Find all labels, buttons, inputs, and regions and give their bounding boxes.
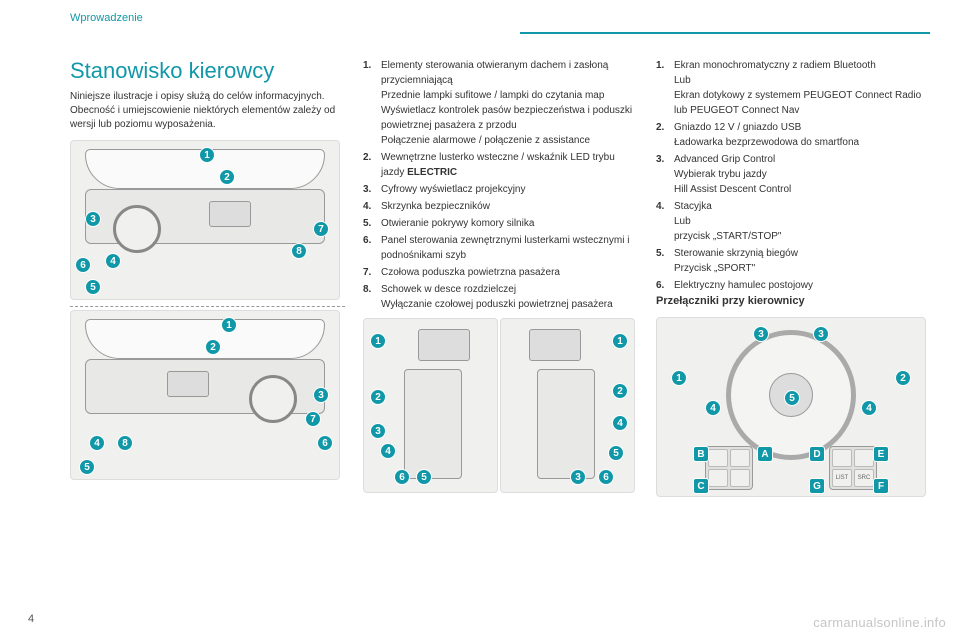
callout-r6: 6 xyxy=(598,469,614,485)
callout-8: 8 xyxy=(291,243,307,259)
callout-6b: 6 xyxy=(317,435,333,451)
right-list: 1.Ekran monochromatyczny z radiem Blueto… xyxy=(656,58,931,293)
diagram-center-console-lhd: 1 2 3 4 5 6 xyxy=(363,318,498,493)
callout-c1: 1 xyxy=(370,333,386,349)
callout-3: 3 xyxy=(85,211,101,227)
page-title: Stanowisko kierowcy xyxy=(70,58,345,84)
callout-r1: 1 xyxy=(612,333,628,349)
callout-1b: 1 xyxy=(221,317,237,333)
steering-subheading: Przełączniki przy kierownicy xyxy=(656,295,931,307)
callout-r2: 2 xyxy=(612,383,628,399)
diagram-dashboard-rhd: 1 2 3 4 5 6 7 8 xyxy=(70,310,340,480)
page-content: Stanowisko kierowcy Niniejsze ilustracje… xyxy=(70,58,930,497)
list-item: 6.Elektryczny hamulec postojowy xyxy=(656,278,931,293)
list-item: 5.Otwieranie pokrywy komory silnika xyxy=(363,216,638,231)
callout-s3a: 3 xyxy=(753,326,769,342)
callout-s3b: 3 xyxy=(813,326,829,342)
callout-D: D xyxy=(809,446,825,462)
section-header: Wprowadzenie xyxy=(70,12,143,24)
list-item: 3.Cyfrowy wyświetlacz projekcyjny xyxy=(363,182,638,197)
callout-5b: 5 xyxy=(79,459,95,475)
column-right: 1.Ekran monochromatyczny z radiem Blueto… xyxy=(656,58,931,497)
callout-s5: 5 xyxy=(784,390,800,406)
page-number: 4 xyxy=(28,613,34,625)
list-item: 3.Advanced Grip ControlWybierak trybu ja… xyxy=(656,152,931,197)
callout-c3: 3 xyxy=(370,423,386,439)
diagram-center-console-rhd: 1 2 3 4 5 6 xyxy=(500,318,635,493)
callout-c5: 5 xyxy=(416,469,432,485)
callout-3b: 3 xyxy=(313,387,329,403)
callout-G: G xyxy=(809,478,825,494)
callout-2b: 2 xyxy=(205,339,221,355)
callout-8b: 8 xyxy=(117,435,133,451)
callout-F: F xyxy=(873,478,889,494)
list-item: 1.Ekran monochromatyczny z radiem Blueto… xyxy=(656,58,931,118)
list-item: 6.Panel sterowania zewnętrznymi lusterka… xyxy=(363,233,638,263)
header-rule xyxy=(520,32,930,34)
callout-2: 2 xyxy=(219,169,235,185)
callout-7b: 7 xyxy=(305,411,321,427)
callout-6: 6 xyxy=(75,257,91,273)
list-item: 2.Gniazdo 12 V / gniazdo USBŁadowarka be… xyxy=(656,120,931,150)
column-center: 1.Elementy sterowania otwieranym dachem … xyxy=(363,58,638,497)
callout-7: 7 xyxy=(313,221,329,237)
diagram-dashboard-lhd: 1 2 3 4 5 6 7 8 xyxy=(70,140,340,300)
list-item: 4.StacyjkaLubprzycisk „START/STOP" xyxy=(656,199,931,244)
callout-4b: 4 xyxy=(89,435,105,451)
center-list: 1.Elementy sterowania otwieranym dachem … xyxy=(363,58,638,312)
callout-c6: 6 xyxy=(394,469,410,485)
callout-E: E xyxy=(873,446,889,462)
callout-s4b: 4 xyxy=(861,400,877,416)
diagram-steering-controls: 1 2 3 3 4 4 5 LIST SRC A B C D xyxy=(656,317,926,497)
right-control-pod: LIST SRC xyxy=(829,446,877,490)
callout-s1: 1 xyxy=(671,370,687,386)
list-item: 8.Schowek w desce rozdzielczejWyłączanie… xyxy=(363,282,638,312)
list-item: 4.Skrzynka bezpieczników xyxy=(363,199,638,214)
intro-paragraph: Niniejsze ilustracje i opisy służą do ce… xyxy=(70,90,345,132)
list-item: 2.Wewnętrzne lusterko wsteczne / wskaźni… xyxy=(363,150,638,180)
callout-B: B xyxy=(693,446,709,462)
callout-A: A xyxy=(757,446,773,462)
callout-r4: 4 xyxy=(612,415,628,431)
callout-c4: 4 xyxy=(380,443,396,459)
callout-c2: 2 xyxy=(370,389,386,405)
callout-r3: 3 xyxy=(570,469,586,485)
callout-s2: 2 xyxy=(895,370,911,386)
watermark: carmanualsonline.info xyxy=(813,615,946,630)
callout-C: C xyxy=(693,478,709,494)
left-control-pod xyxy=(705,446,753,490)
callout-r5: 5 xyxy=(608,445,624,461)
callout-4: 4 xyxy=(105,253,121,269)
list-item: 5.Sterowanie skrzynią biegówPrzycisk „SP… xyxy=(656,246,931,276)
list-item: 7.Czołowa poduszka powietrzna pasażera xyxy=(363,265,638,280)
callout-s4a: 4 xyxy=(705,400,721,416)
center-console-diagrams: 1 2 3 4 5 6 1 2 3 4 5 6 xyxy=(363,318,638,493)
callout-5: 5 xyxy=(85,279,101,295)
column-left: Stanowisko kierowcy Niniejsze ilustracje… xyxy=(70,58,345,497)
list-item: 1.Elementy sterowania otwieranym dachem … xyxy=(363,58,638,148)
callout-1: 1 xyxy=(199,147,215,163)
